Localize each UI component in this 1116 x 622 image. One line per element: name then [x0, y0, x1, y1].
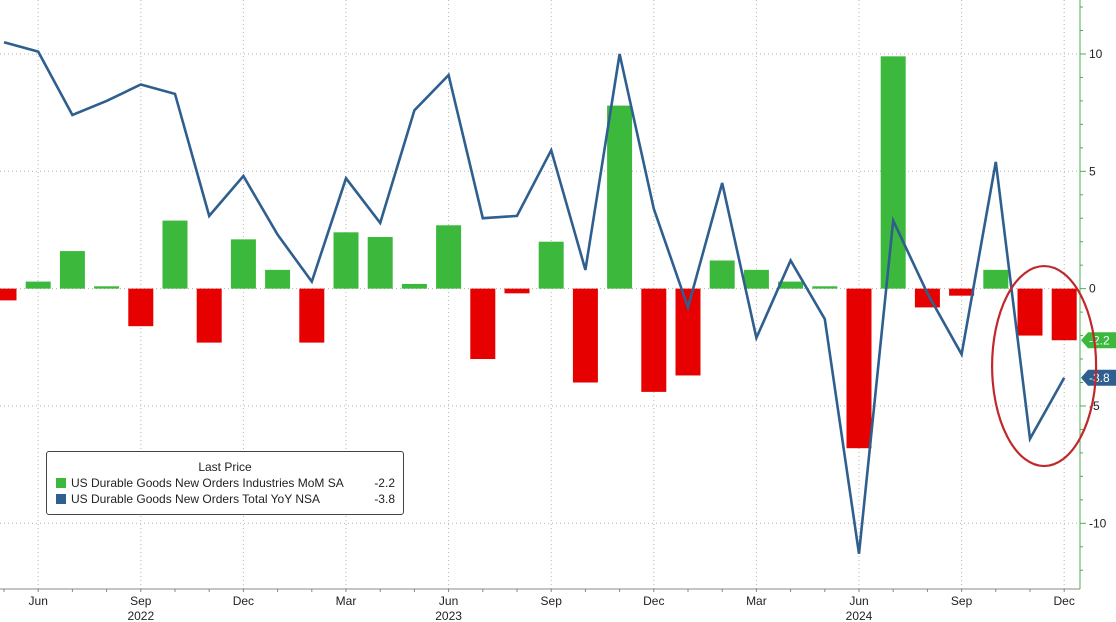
y-tick-label: 0	[1089, 282, 1096, 296]
bar	[1051, 288, 1077, 341]
bar	[299, 288, 325, 343]
bar	[607, 105, 633, 289]
x-tick-label: Sep	[541, 594, 563, 608]
bar	[128, 288, 154, 327]
x-tick-label: Jun	[849, 594, 868, 608]
year-label: 2023	[435, 609, 462, 622]
highlight-ellipse	[990, 264, 1098, 468]
legend-value-mom: -2.2	[374, 476, 395, 490]
bar	[983, 269, 1009, 289]
last-value-badge-yoy-text: -3.8	[1089, 371, 1110, 385]
bar	[743, 269, 769, 289]
bar	[812, 286, 838, 289]
bar	[265, 269, 291, 289]
bar	[675, 288, 701, 376]
bar	[94, 286, 120, 289]
y-tick-label: -5	[1089, 399, 1100, 413]
bar	[846, 288, 872, 449]
x-tick-label: Jun	[439, 594, 458, 608]
bar	[641, 288, 667, 392]
legend-entry-yoy: US Durable Goods New Orders Total YoY NS…	[56, 492, 395, 507]
annotations	[990, 264, 1098, 468]
line-yoy	[3, 40, 1066, 554]
x-tick-label: Mar	[336, 594, 357, 608]
bar	[572, 288, 598, 383]
last-value-badge-yoy: -3.8	[1081, 369, 1116, 386]
bar	[880, 56, 906, 289]
y-tick-label: -10	[1089, 516, 1107, 530]
year-label: 2022	[127, 609, 154, 622]
y-tick-label: 10	[1089, 47, 1103, 61]
legend-entry-mom: US Durable Goods New Orders Industries M…	[56, 476, 395, 491]
bar	[538, 241, 564, 289]
bar	[0, 288, 17, 301]
bar	[367, 237, 393, 289]
year-label: 2024	[846, 609, 873, 622]
legend-title: Last Price	[198, 460, 252, 474]
last-value-badge-mom: -2.2	[1081, 332, 1116, 349]
x-tick-label: Mar	[746, 594, 767, 608]
x-tick-label: Dec	[643, 594, 664, 608]
x-tick-label: Dec	[233, 594, 254, 608]
bar	[436, 225, 462, 289]
legend-value-yoy: -3.8	[374, 492, 395, 506]
legend-swatch-yoy	[56, 494, 66, 504]
bar	[333, 232, 359, 289]
last-value-badge-yoy-shape	[1081, 369, 1116, 386]
bar	[1017, 288, 1043, 336]
x-tick-label: Dec	[1054, 594, 1075, 608]
bar	[59, 251, 85, 289]
legend: Last Price US Durable Goods New Orders I…	[46, 451, 404, 515]
bar	[25, 281, 51, 289]
x-tick-label: Jun	[29, 594, 48, 608]
x-tick-label: Sep	[951, 594, 973, 608]
bar	[778, 281, 804, 289]
x-tick-label: Sep	[130, 594, 152, 608]
bar	[949, 288, 975, 296]
bar	[196, 288, 222, 343]
bar	[162, 220, 188, 289]
bar	[230, 239, 256, 289]
bar	[504, 288, 530, 294]
bar	[709, 260, 735, 289]
legend-label-mom: US Durable Goods New Orders Industries M…	[71, 476, 344, 490]
line-series	[3, 40, 1066, 554]
bar-series	[0, 56, 1077, 449]
y-tick-label: 5	[1089, 164, 1096, 178]
bar	[401, 283, 427, 289]
legend-label-yoy: US Durable Goods New Orders Total YoY NS…	[71, 492, 321, 506]
last-value-badge-mom-shape	[1081, 332, 1116, 349]
bar	[470, 288, 496, 360]
legend-swatch-mom	[56, 478, 66, 488]
last-value-badge-mom-text: -2.2	[1089, 333, 1110, 347]
